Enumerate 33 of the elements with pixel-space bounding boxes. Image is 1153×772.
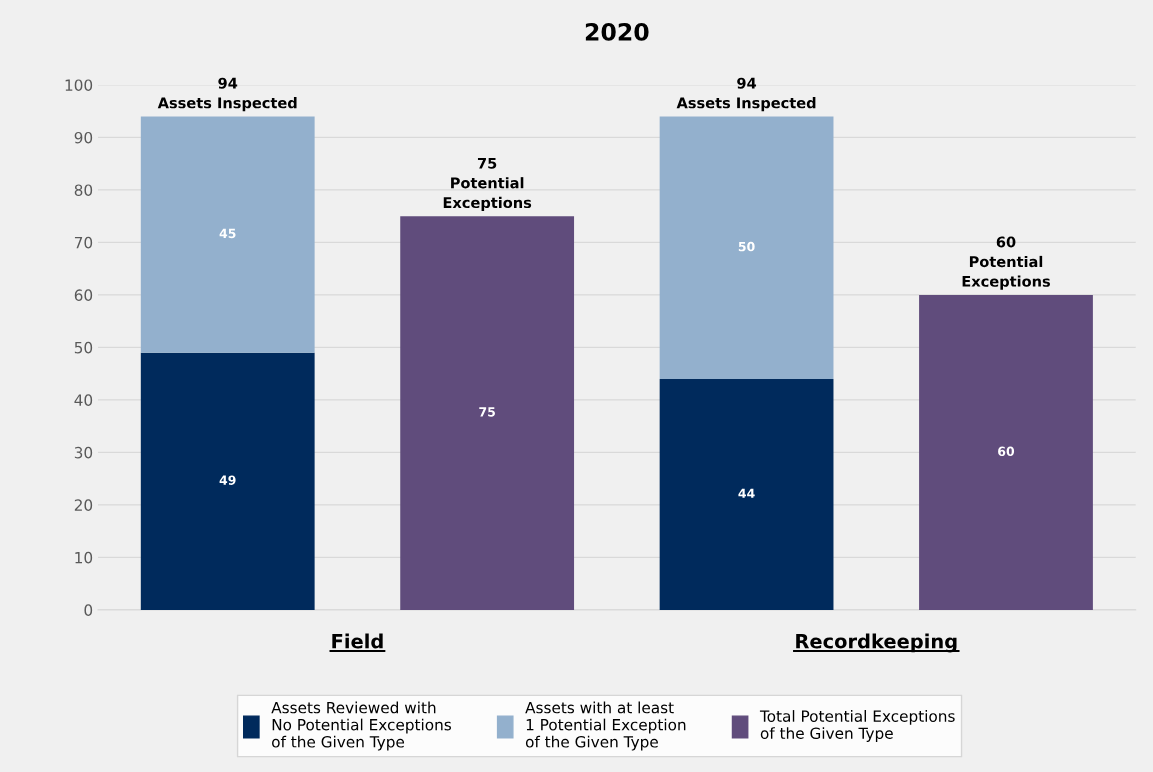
- data-label: 50: [738, 241, 755, 252]
- y-tick-label: 80: [74, 184, 93, 196]
- data-label: 44: [738, 488, 755, 498]
- bar: [400, 216, 575, 610]
- legend-label: Assets with at least 1 Potential Exception of the Given Type: [525, 701, 686, 751]
- y-tick-label: 60: [74, 289, 93, 301]
- total-label: 75 Potential Exceptions: [443, 157, 532, 211]
- bar: [140, 116, 315, 353]
- data-label: 60: [998, 446, 1015, 457]
- legend-label: Assets Reviewed with No Potential Exceptions of the Given Type: [271, 701, 452, 751]
- y-tick-label: 50: [74, 341, 93, 354]
- chart-title: 2020: [585, 22, 649, 41]
- legend-label: Total Potential Exceptions of the Given Type: [759, 710, 955, 742]
- bar: [140, 352, 315, 610]
- total-label: 94 Assets Inspected: [676, 77, 816, 112]
- bar: [659, 116, 834, 379]
- y-tick-label: 70: [74, 236, 93, 249]
- y-tick-label: 90: [74, 131, 93, 144]
- y-tick-label: 40: [74, 394, 93, 406]
- total-label: 60 Potential Exceptions: [962, 236, 1050, 290]
- y-tick-label: 20: [74, 499, 93, 511]
- y-tick-label: 30: [74, 446, 93, 459]
- data-label: 75: [479, 407, 495, 417]
- bar: [919, 294, 1093, 610]
- text: Field: [332, 633, 383, 649]
- y-tick-label: 0: [84, 604, 93, 616]
- text: Recordkeeping: [796, 633, 957, 653]
- bar: [659, 378, 834, 610]
- data-label: 49: [219, 475, 236, 485]
- total-label: 94 Assets Inspected: [157, 77, 297, 112]
- data-label: 45: [219, 228, 236, 239]
- y-tick-label: 100: [65, 79, 93, 91]
- y-tick-label: 10: [75, 551, 93, 564]
